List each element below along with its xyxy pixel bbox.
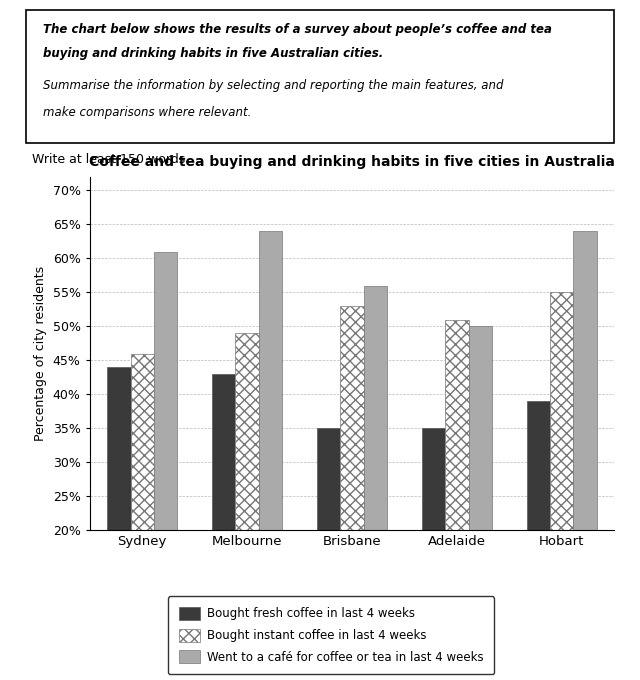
Bar [108, 367, 131, 666]
Bar [364, 286, 387, 666]
Bar [317, 428, 340, 666]
Bar [527, 401, 550, 666]
Text: The chart below shows the results of a survey about people’s coffee and tea: The chart below shows the results of a s… [44, 24, 552, 37]
FancyBboxPatch shape [26, 10, 614, 143]
Bar [573, 231, 596, 666]
Bar [154, 252, 177, 666]
Text: make comparisons where relevant.: make comparisons where relevant. [44, 105, 252, 119]
Bar [445, 320, 468, 666]
Legend: Bought fresh coffee in last 4 weeks, Bought instant coffee in last 4 weeks, Went: Bought fresh coffee in last 4 weeks, Bou… [168, 596, 494, 675]
Bar [259, 231, 282, 666]
Text: Summarise the information by selecting and reporting the main features, and: Summarise the information by selecting a… [44, 79, 504, 92]
Bar [236, 333, 259, 666]
Y-axis label: Percentage of city residents: Percentage of city residents [34, 266, 47, 441]
Bar [340, 306, 364, 666]
Bar [550, 292, 573, 666]
Title: Coffee and tea buying and drinking habits in five cities in Australia: Coffee and tea buying and drinking habit… [89, 154, 615, 169]
Bar [212, 374, 236, 666]
Bar [131, 354, 154, 666]
Text: Write at least 150 words.: Write at least 150 words. [32, 153, 189, 166]
Text: buying and drinking habits in five Australian cities.: buying and drinking habits in five Austr… [44, 48, 383, 61]
Bar [422, 428, 445, 666]
Bar [468, 326, 492, 666]
